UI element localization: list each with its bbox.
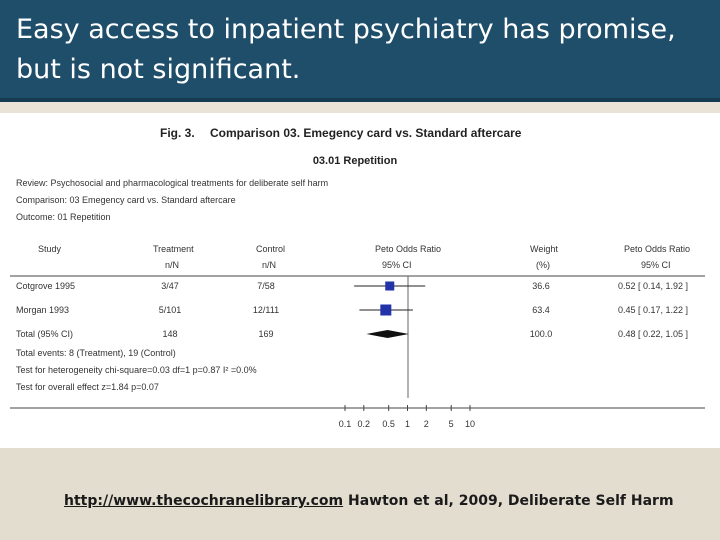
forest-plot: Fig. 3. Comparison 03. Emegency card vs.…: [10, 126, 705, 429]
row-ci-text: 0.52 [ 0.14, 1.92 ]: [618, 281, 688, 291]
forest-row: Morgan 1993 5/101 12/111 63.4 0.45 [ 0.17, 1…: [16, 304, 688, 316]
figure-panel: Fig. 3. Comparison 03. Emegency card vs.…: [0, 113, 720, 448]
footer-citation-line: http://www.thecochranelibrary.com Hawton…: [64, 493, 674, 509]
header-control-sub: n/N: [262, 260, 276, 270]
footer-citation: Hawton et al, 2009, Deliberate Self Harm: [343, 493, 674, 509]
header-treatment-sub: n/N: [165, 260, 179, 270]
x-tick-label: 0.2: [358, 419, 371, 429]
x-tick-label: 0.1: [339, 419, 352, 429]
row-control: 12/111: [253, 305, 279, 315]
row-study: Cotgrove 1995: [16, 281, 75, 291]
fig-label: Fig. 3.: [160, 126, 195, 140]
slide-title-line-2: but is not significant.: [16, 54, 301, 85]
row-control: 7/58: [257, 281, 275, 291]
row-ci-text: 0.48 [ 0.22, 1.05 ]: [618, 329, 688, 339]
row-study: Morgan 1993: [16, 305, 69, 315]
forest-axis: 0.1 0.2 0.5 1 2 5 10: [339, 405, 475, 429]
header-peto-ratio-2: Peto Odds Ratio: [624, 244, 690, 254]
row-weight: 36.6: [532, 281, 550, 291]
header-study: Study: [38, 244, 62, 254]
row-treatment: 5/101: [159, 305, 182, 315]
forest-rows: Cotgrove 1995 3/47 7/58 36.6 0.52 [ 0.14, 1.…: [16, 281, 688, 339]
row-treatment: 148: [162, 329, 177, 339]
point-estimate: [380, 304, 392, 316]
title-bar: Easy access to inpatient psychiatry has …: [0, 0, 720, 102]
meta-comparison: Comparison: 03 Emegency card vs. Standar…: [16, 195, 236, 205]
row-control: 169: [258, 329, 273, 339]
x-tick-label: 5: [449, 419, 454, 429]
header-treatment: Treatment: [153, 244, 194, 254]
row-weight: 100.0: [530, 329, 553, 339]
header-peto-ratio-sub: 95% CI: [382, 260, 412, 270]
row-study: Total (95% CI): [16, 329, 73, 339]
cochrane-link[interactable]: http://www.thecochranelibrary.com: [64, 493, 344, 509]
meta-review: Review: Psychosocial and pharmacological…: [16, 178, 328, 188]
row-ci-text: 0.45 [ 0.17, 1.22 ]: [618, 305, 688, 315]
row-treatment: 3/47: [161, 281, 179, 291]
fig-title: Comparison 03. Emegency card vs. Standar…: [210, 126, 522, 140]
slide-title: Easy access to inpatient psychiatry has …: [16, 10, 716, 90]
header-control: Control: [256, 244, 285, 254]
forest-row: Total (95% CI) 148 169 100.0 0.48 [ 0.22, 1.…: [16, 329, 688, 339]
footnote-heterogeneity: Test for heterogeneity chi-square=0.03 d…: [16, 365, 257, 375]
footnote-total-events: Total events: 8 (Treatment), 19 (Control…: [16, 348, 176, 358]
header-peto-ratio: Peto Odds Ratio: [375, 244, 441, 254]
row-weight: 63.4: [532, 305, 550, 315]
footer: http://www.thecochranelibrary.com Hawton…: [0, 448, 720, 540]
x-tick-label: 1: [405, 419, 410, 429]
meta-outcome: Outcome: 01 Repetition: [16, 212, 111, 222]
slide-title-line-1: Easy access to inpatient psychiatry has …: [16, 14, 676, 45]
header-peto-ratio-2-sub: 95% CI: [641, 260, 671, 270]
x-tick-label: 10: [465, 419, 475, 429]
header-weight: Weight: [530, 244, 558, 254]
header-weight-sub: (%): [536, 260, 550, 270]
pooled-diamond: [366, 330, 409, 338]
fig-subtitle: 03.01 Repetition: [313, 155, 398, 167]
x-tick-label: 2: [424, 419, 429, 429]
point-estimate: [385, 281, 395, 291]
x-tick-label: 0.5: [382, 419, 395, 429]
footnote-overall-effect: Test for overall effect z=1.84 p=0.07: [16, 382, 159, 392]
forest-row: Cotgrove 1995 3/47 7/58 36.6 0.52 [ 0.14, 1.…: [16, 281, 688, 291]
